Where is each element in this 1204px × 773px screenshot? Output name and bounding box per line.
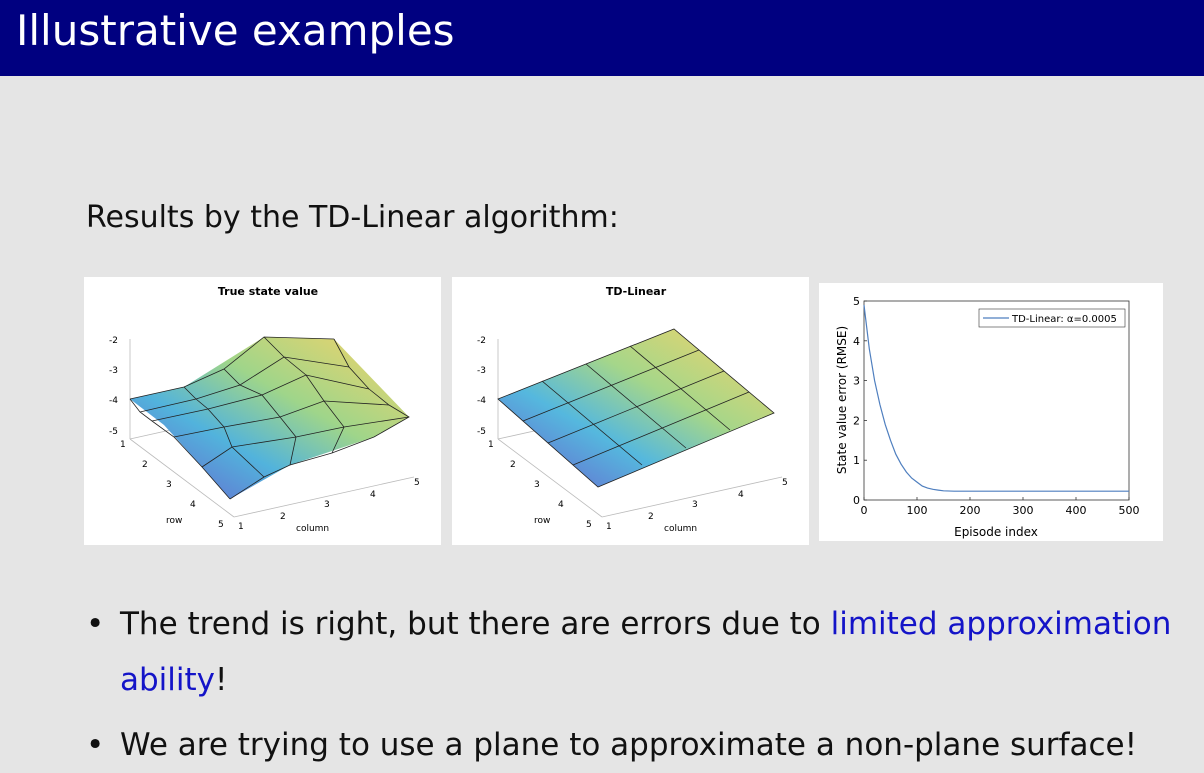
true-row-tick-3: 3 xyxy=(166,480,172,490)
td-row-tick-2: 2 xyxy=(510,460,516,470)
true-row-label: row xyxy=(166,516,182,526)
true-zticks-1: -3 xyxy=(109,366,118,376)
bullet-1-line-1: The trend is right, but there are errors… xyxy=(120,596,1171,652)
td-row-tick-3: 3 xyxy=(534,480,540,490)
y-tick-label: 4 xyxy=(853,335,860,348)
true-zticks-0: -2 xyxy=(109,336,118,346)
true-state-value-plot: True state value -2 -3 -4 -5 1 xyxy=(84,277,441,545)
true-row-tick-4: 4 xyxy=(190,500,196,510)
y-tick-label: 0 xyxy=(853,494,860,507)
rmse-chart: 0 100 200 300 400 500 0 1 2 3 4 5 TD-Linear: α=0.00… xyxy=(819,283,1163,541)
true-row-tick-1: 1 xyxy=(120,440,126,450)
true-zticks-2: -4 xyxy=(109,396,118,406)
td-row-label: row xyxy=(534,516,550,526)
y-tick-label: 1 xyxy=(853,454,860,467)
bullet-1: • The trend is right, but there are erro… xyxy=(86,596,1186,708)
td-col-tick-3: 3 xyxy=(692,500,698,510)
bullet-1-exclaim: ! xyxy=(215,662,228,698)
rmse-legend: TD-Linear: α=0.0005 xyxy=(978,308,1126,328)
x-tick-label: 500 xyxy=(1119,504,1140,517)
td-col-tick-2: 2 xyxy=(648,512,654,522)
y-tick-label: 5 xyxy=(853,295,860,308)
true-col-tick-1: 1 xyxy=(238,522,244,532)
td-col-tick-4: 4 xyxy=(738,490,744,500)
bullet-1-highlight-2: ability xyxy=(120,662,216,698)
td-col-tick-5: 5 xyxy=(782,478,788,488)
td-zticks-2: -4 xyxy=(477,396,486,406)
bullet-2: • We are trying to use a plane to approx… xyxy=(86,717,1186,773)
rmse-series-line xyxy=(863,304,1129,492)
td-zticks-0: -2 xyxy=(477,336,486,346)
bullet-1-line-2: ability! xyxy=(120,652,227,708)
td-row-tick-1: 1 xyxy=(488,440,494,450)
td-row-tick-5: 5 xyxy=(586,520,592,530)
x-tick-label: 300 xyxy=(1013,504,1034,517)
rmse-ylabel: State value error (RMSE) xyxy=(835,326,849,474)
x-tick-label: 400 xyxy=(1066,504,1087,517)
true-zticks-3: -5 xyxy=(109,427,118,437)
x-tick-label: 0 xyxy=(861,504,868,517)
title-bar: Illustrative examples xyxy=(0,0,1204,76)
y-tick-label: 3 xyxy=(853,375,860,388)
bullet-dot: • xyxy=(86,727,105,763)
true-row-tick-2: 2 xyxy=(142,460,148,470)
slide-subtitle: Results by the TD-Linear algorithm: xyxy=(86,200,619,235)
x-tick-label: 200 xyxy=(960,504,981,517)
true-col-tick-5: 5 xyxy=(414,478,420,488)
td-zticks-1: -3 xyxy=(477,366,486,376)
rmse-xlabel: Episode index xyxy=(954,525,1038,539)
true-col-tick-4: 4 xyxy=(370,490,376,500)
y-tick-label: 2 xyxy=(853,414,860,427)
td-zticks-3: -5 xyxy=(477,427,486,437)
bullet-dot: • xyxy=(86,606,105,642)
td-col-label: column xyxy=(664,524,697,534)
bullet-1-highlight: limited approximation xyxy=(830,606,1172,642)
td-plot-title: TD-Linear xyxy=(606,285,667,298)
true-col-tick-3: 3 xyxy=(324,500,330,510)
true-col-label: column xyxy=(296,524,329,534)
true-col-tick-2: 2 xyxy=(280,512,286,522)
true-plot-title: True state value xyxy=(218,285,318,298)
slide-title: Illustrative examples xyxy=(16,6,455,55)
td-col-tick-1: 1 xyxy=(606,522,612,532)
td-row-tick-4: 4 xyxy=(558,500,564,510)
x-tick-label: 100 xyxy=(907,504,928,517)
td-linear-plot: TD-Linear -2 -3 -4 -5 1 2 3 4 5 row 1 2 … xyxy=(452,277,809,545)
rmse-plot-area xyxy=(863,300,1130,501)
bullet-1-text: The trend is right, but there are errors… xyxy=(120,606,831,642)
bullet-2-text: We are trying to use a plane to approxim… xyxy=(120,727,1137,763)
legend-label: TD-Linear: α=0.0005 xyxy=(1011,314,1117,325)
true-row-tick-5: 5 xyxy=(218,520,224,530)
